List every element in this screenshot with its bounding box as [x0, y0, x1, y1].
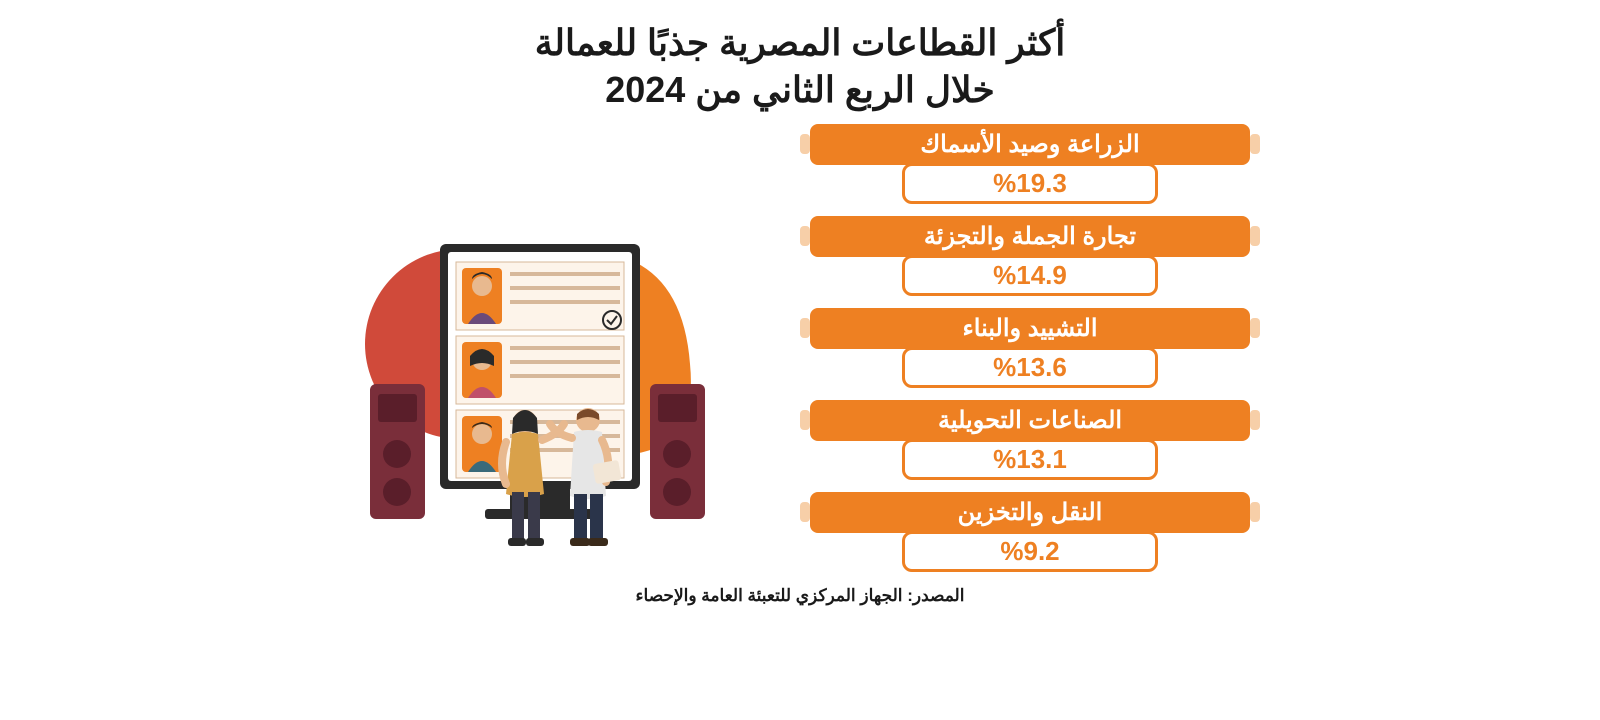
sector-label: التشييد والبناء: [810, 308, 1250, 349]
sector-item: الزراعة وصيد الأسماك %19.3: [810, 124, 1250, 204]
sector-value: %9.2: [902, 531, 1157, 572]
sector-item: النقل والتخزين %9.2: [810, 492, 1250, 572]
sectors-list: الزراعة وصيد الأسماك %19.3 تجارة الجملة …: [810, 124, 1250, 572]
sector-item: تجارة الجملة والتجزئة %14.9: [810, 216, 1250, 296]
profile-row-icon: [456, 336, 624, 404]
sector-label: الزراعة وصيد الأسماك: [810, 124, 1250, 165]
sector-value: %19.3: [902, 163, 1157, 204]
sector-label: تجارة الجملة والتجزئة: [810, 216, 1250, 257]
illustration-svg: [350, 184, 730, 564]
title-block: أكثر القطاعات المصرية جذبًا للعمالة خلال…: [0, 0, 1600, 114]
sector-label: الصناعات التحويلية: [810, 400, 1250, 441]
title-line-1: أكثر القطاعات المصرية جذبًا للعمالة: [0, 20, 1600, 67]
sector-item: التشييد والبناء %13.6: [810, 308, 1250, 388]
sector-item: الصناعات التحويلية %13.1: [810, 400, 1250, 480]
main-area: الزراعة وصيد الأسماك %19.3 تجارة الجملة …: [0, 124, 1600, 572]
profile-row-icon: [456, 262, 624, 330]
employment-illustration: [350, 184, 730, 564]
title-line-2: خلال الربع الثاني من 2024: [0, 67, 1600, 114]
sector-value: %13.1: [902, 439, 1157, 480]
source-line: المصدر: الجهاز المركزي للتعبئة العامة وا…: [0, 586, 1600, 606]
sector-value: %13.6: [902, 347, 1157, 388]
sector-label: النقل والتخزين: [810, 492, 1250, 533]
sector-value: %14.9: [902, 255, 1157, 296]
